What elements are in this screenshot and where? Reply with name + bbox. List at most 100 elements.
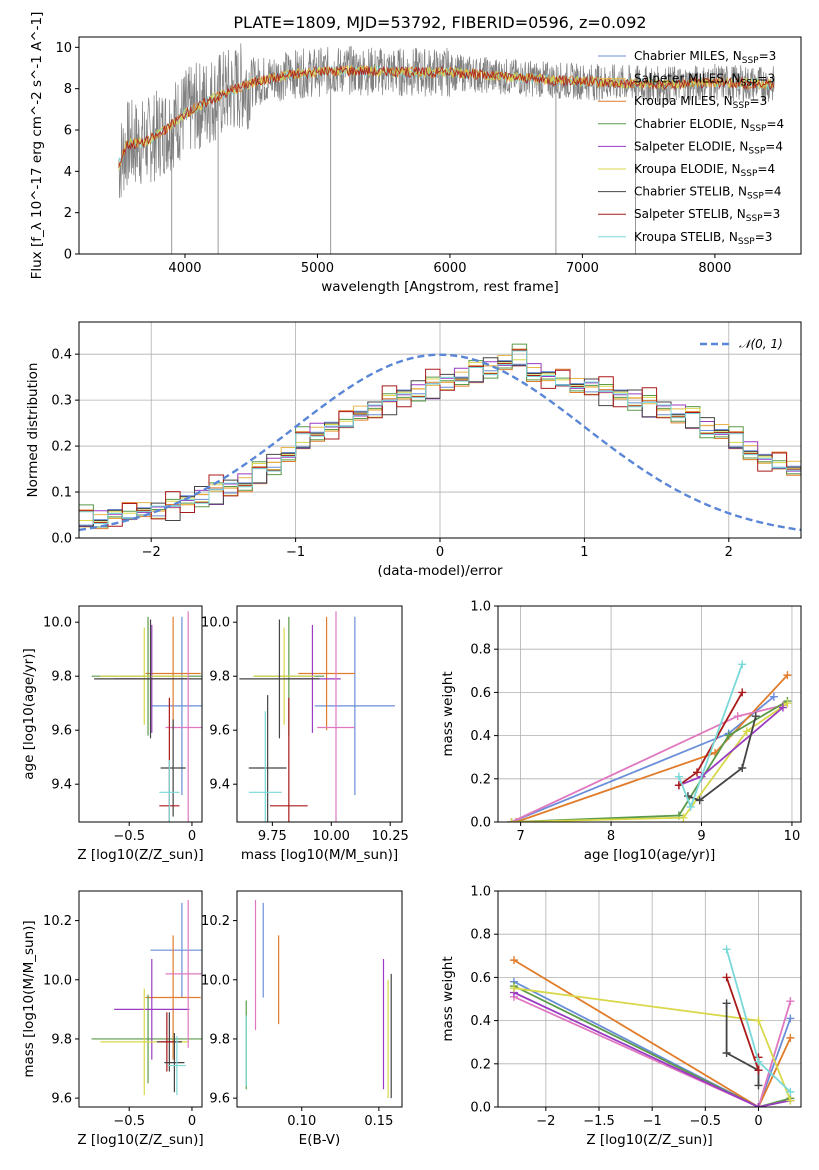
y-tick-label: 9.8 <box>209 670 230 685</box>
plus-marker <box>783 671 792 680</box>
weight-line <box>513 995 792 1107</box>
weight-line <box>725 1003 760 1086</box>
plot-area <box>498 606 801 822</box>
x-tick-label: 0 <box>436 545 444 560</box>
x-tick-label: 7 <box>516 829 524 844</box>
histogram-step <box>79 348 801 530</box>
x-tick-label: 9.75 <box>258 829 287 844</box>
age-vs-z-panel: −0.5 0 9.4 9.6 9.8 10.0 Z [log10(Z/Z_sun)] age … <box>21 605 204 863</box>
x-tick-label: 10.25 <box>372 829 409 844</box>
y-tick-label: 0.6 <box>470 971 491 986</box>
y-tick-label: 0.4 <box>51 348 72 363</box>
legend-label: Salpeter ELODIE, NSSP=4 <box>634 139 783 156</box>
x-tick-label: 9 <box>697 829 705 844</box>
x-tick-label: 4000 <box>168 261 201 276</box>
x-tick-label: 10 <box>784 829 801 844</box>
y-tick-label: 9.6 <box>209 1092 230 1107</box>
y-tick-label: 10.2 <box>43 914 72 929</box>
y-tick-label: 9.8 <box>51 670 72 685</box>
plus-marker <box>674 772 683 781</box>
x-tick-label: 5000 <box>301 261 334 276</box>
residual-histogram-panel: 𝒩(0, 1) −2 −1 0 1 2 0.0 0.1 0.2 0.3 0.4 (data-model… <box>25 321 802 579</box>
plus-marker <box>679 813 688 822</box>
plot-area <box>91 611 202 822</box>
y-tick-label: 0.0 <box>51 532 72 547</box>
y-axis-label: Flux [f_λ 10^-17 erg cm^-2 s^-1 A^-1] <box>29 12 45 280</box>
plus-marker <box>509 984 518 993</box>
y-axis-label: mass weight <box>440 671 456 756</box>
y-tick-label: 1.0 <box>470 885 491 900</box>
weight-line <box>513 959 792 1107</box>
plot-area <box>91 899 202 1096</box>
legend-label: Chabrier ELODIE, NSSP=4 <box>634 117 784 134</box>
plus-marker <box>786 1096 795 1105</box>
histogram-step <box>79 350 801 524</box>
x-tick-label: 10.00 <box>313 829 350 844</box>
plus-marker <box>695 796 704 805</box>
plus-marker <box>722 999 731 1008</box>
plus-marker <box>778 703 787 712</box>
weight-line <box>513 991 791 1107</box>
legend-label: Chabrier MILES, NSSP=3 <box>634 49 776 66</box>
y-tick-label: 9.4 <box>51 778 72 793</box>
histogram-step <box>79 361 801 527</box>
age-vs-mass-panel: 9.75 10.00 10.25 9.4 9.6 9.8 10.0 mass [log10(M… <box>201 605 409 863</box>
axes-frame <box>497 605 802 823</box>
weight-line <box>513 980 792 1107</box>
x-tick-label: −0.5 <box>113 1114 145 1129</box>
plot-area <box>118 43 775 254</box>
y-tick-label: 9.6 <box>51 724 72 739</box>
axes-frame <box>236 605 403 823</box>
plot-area <box>79 322 801 538</box>
y-tick-label: 0.1 <box>51 486 72 501</box>
y-tick-label: 2 <box>64 206 72 221</box>
y-tick-label: 1.0 <box>470 600 491 615</box>
x-tick-label: 6000 <box>433 261 466 276</box>
y-tick-label: 8 <box>64 82 72 97</box>
plus-marker <box>754 1016 763 1025</box>
y-tick-label: 9.4 <box>209 778 230 793</box>
plus-marker <box>769 692 778 701</box>
y-tick-label: 0.2 <box>470 1057 491 1072</box>
plus-marker <box>738 688 747 697</box>
weight-vs-age-panel: 7 8 9 10 0.0 0.2 0.4 0.6 0.8 1.0 age [log10(age/yr… <box>440 600 802 863</box>
y-tick-label: 10.0 <box>43 973 72 988</box>
plus-marker <box>738 764 747 772</box>
y-tick-label: 0 <box>64 248 72 263</box>
axes-frame <box>78 890 203 1108</box>
legend-label: Chabrier STELIB, NSSP=4 <box>634 185 782 202</box>
y-tick-label: 10.0 <box>43 616 72 631</box>
y-tick-label: 0.8 <box>470 928 491 943</box>
plus-marker <box>751 712 760 721</box>
y-tick-label: 9.6 <box>209 724 230 739</box>
legend-label: Kroupa ELODIE, NSSP=4 <box>634 162 775 179</box>
x-tick-label: −0.5 <box>113 829 145 844</box>
plus-marker <box>738 660 747 669</box>
figure-title: PLATE=1809, MJD=53792, FIBERID=0596, z=0… <box>233 13 646 32</box>
plus-marker <box>786 1087 795 1096</box>
plus-marker <box>786 1014 795 1023</box>
axes-frame <box>497 890 802 1108</box>
x-axis-label: Z [log10(Z/Z_sun)] <box>586 1132 712 1148</box>
x-tick-label: 0 <box>188 829 196 844</box>
legend-label: Kroupa MILES, NSSP=3 <box>634 94 767 111</box>
x-tick-label: 7000 <box>566 261 599 276</box>
plot-area <box>239 611 395 822</box>
x-axis-label: E(B-V) <box>299 1132 341 1148</box>
plus-marker <box>754 1103 763 1107</box>
x-axis-label: age [log10(age/yr)] <box>584 847 716 863</box>
mass-vs-z-panel: −0.5 0 9.6 9.8 10.0 10.2 Z [log10(Z/Z_sun)] mas… <box>21 890 204 1148</box>
y-axis-label: mass weight <box>440 956 456 1041</box>
mass-vs-ebv-panel: 0.10 0.15 9.6 9.8 10.0 10.2 E(B-V) <box>201 890 403 1148</box>
y-tick-label: 0.8 <box>470 643 491 658</box>
normal-curve <box>79 353 801 532</box>
plot-area <box>498 891 801 1107</box>
plus-marker <box>754 1081 763 1090</box>
plus-marker <box>733 712 742 721</box>
y-axis-label: Normed distribution <box>25 363 41 498</box>
x-axis-label: Z [log10(Z/Z_sun)] <box>77 847 203 863</box>
x-axis-label: mass [log10(M/M_sun)] <box>241 847 398 863</box>
y-tick-label: 0.3 <box>51 394 72 409</box>
legend-label: Salpeter MILES, NSSP=3 <box>634 72 775 89</box>
plus-marker <box>722 1049 731 1057</box>
